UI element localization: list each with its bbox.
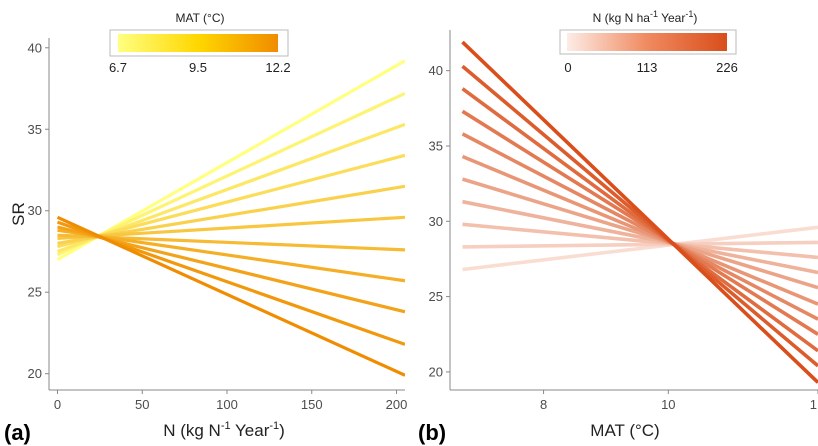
panel-b-series-line-3 bbox=[462, 222, 818, 260]
panel-b-legend-tick-low: 0 bbox=[564, 60, 571, 75]
panel-b-x-ticks: 8 10 1 bbox=[540, 390, 818, 412]
panel-b-series-line-7 bbox=[461, 132, 818, 321]
panel-a-series-lines bbox=[56, 59, 405, 377]
panel-b-series-line-5 bbox=[461, 177, 818, 290]
panel-a-legend-tick-low: 6.7 bbox=[109, 60, 127, 75]
panel-b-y-tick-label-40: 40 bbox=[429, 63, 443, 78]
panel-b-legend-title: N (kg N ha-1 Year-1) bbox=[593, 9, 698, 25]
panel-b-legend-title-end: ) bbox=[693, 11, 697, 25]
panel-b-series-line-4 bbox=[462, 199, 818, 275]
panel-a-series-line-4 bbox=[57, 153, 405, 249]
panel-b-series-lines bbox=[461, 40, 818, 384]
panel-a-x-label-sup: -1 bbox=[221, 420, 231, 432]
panel-a-series-line-6 bbox=[57, 215, 405, 240]
panel-b-legend-tick-high: 226 bbox=[716, 60, 738, 75]
panel-b-y-ticks: 20 25 30 35 40 bbox=[429, 63, 450, 379]
panel-b-y-tick-label-35: 35 bbox=[429, 138, 443, 153]
panel-b-series-line-6 bbox=[461, 154, 818, 306]
panel-b-x-tick-label-3: 1 bbox=[810, 397, 817, 412]
panel-a-legend: MAT (°C) 6.7 9.5 12.2 bbox=[109, 11, 291, 75]
panel-a-y-axis-label: SR bbox=[9, 202, 28, 226]
panel-b-y-tick-label-25: 25 bbox=[429, 289, 443, 304]
panel-a-x-tick-label-3: 100 bbox=[216, 397, 238, 412]
panel-b-x-axis-label: MAT (°C) bbox=[590, 421, 659, 440]
panel-a-series-line-8 bbox=[57, 228, 405, 283]
panel-b-legend: N (kg N ha-1 Year-1) 0 113 226 bbox=[559, 9, 738, 75]
panel-b-legend-title-sup: -1 bbox=[650, 9, 658, 19]
panel-b-legend-title-tail: Year bbox=[658, 11, 685, 25]
panel-b-series-line-1 bbox=[462, 225, 818, 272]
panel-a-series-line-11 bbox=[56, 215, 405, 377]
panel-a-x-axis-label: N (kg N-1 Year-1) bbox=[163, 420, 285, 440]
panel-a-legend-title: MAT (°C) bbox=[175, 11, 224, 25]
panel-b-legend-title-main: N (kg N ha bbox=[593, 11, 651, 25]
panel-a-x-tick-label-4: 150 bbox=[301, 397, 323, 412]
panel-a-x-label-sup2: -1 bbox=[269, 420, 279, 432]
panel-a-series-line-2 bbox=[56, 91, 405, 257]
panel-b-series-line-9 bbox=[461, 87, 818, 353]
panel-a-x-label-main: N (kg N bbox=[163, 421, 221, 440]
panel-a-legend-colorbar bbox=[118, 34, 278, 52]
panel-b-legend-title-sup2: -1 bbox=[685, 9, 693, 19]
panel-b-legend-tick-mid: 113 bbox=[637, 60, 658, 75]
panel-b-x-tick-label-1: 8 bbox=[540, 397, 547, 412]
panel-a-label: (a) bbox=[4, 420, 31, 445]
panel-a-legend-tick-mid: 9.5 bbox=[189, 60, 207, 75]
panel-a-y-tick-label-40: 40 bbox=[28, 40, 42, 55]
panel-a-x-tick-label-5: 200 bbox=[386, 397, 408, 412]
panel-a-legend-tick-high: 12.2 bbox=[265, 60, 290, 75]
panel-b-x-tick-label-2: 10 bbox=[661, 397, 675, 412]
panel-a-y-tick-label-35: 35 bbox=[28, 122, 42, 137]
panel-b-y-tick-label-30: 30 bbox=[429, 214, 443, 229]
panel-a-x-tick-label-1: 0 bbox=[54, 397, 61, 412]
panel-b-series-line-2 bbox=[462, 240, 818, 249]
panel-b-y-tick-label-20: 20 bbox=[429, 364, 443, 379]
panel-b-legend-colorbar bbox=[567, 33, 727, 51]
panel-a-y-tick-label-20: 20 bbox=[28, 366, 42, 381]
panel-a-x-tick-label-2: 50 bbox=[135, 397, 149, 412]
panel-a-x-label-tail: Year bbox=[231, 421, 270, 440]
panel-a-y-ticks: 20 25 30 35 40 bbox=[28, 40, 49, 381]
panel-a-x-label-end: ) bbox=[279, 421, 285, 440]
panel-a-y-tick-label-30: 30 bbox=[28, 203, 42, 218]
panel-a-y-tick-label-25: 25 bbox=[28, 285, 42, 300]
panel-b-series-line-8 bbox=[461, 109, 818, 336]
panel-b-series-line-11 bbox=[461, 40, 818, 384]
panel-b-series-line-10 bbox=[461, 64, 818, 368]
panel-b-label: (b) bbox=[418, 420, 446, 445]
panel-a-x-ticks: 0 50 100 150 200 bbox=[54, 390, 408, 412]
